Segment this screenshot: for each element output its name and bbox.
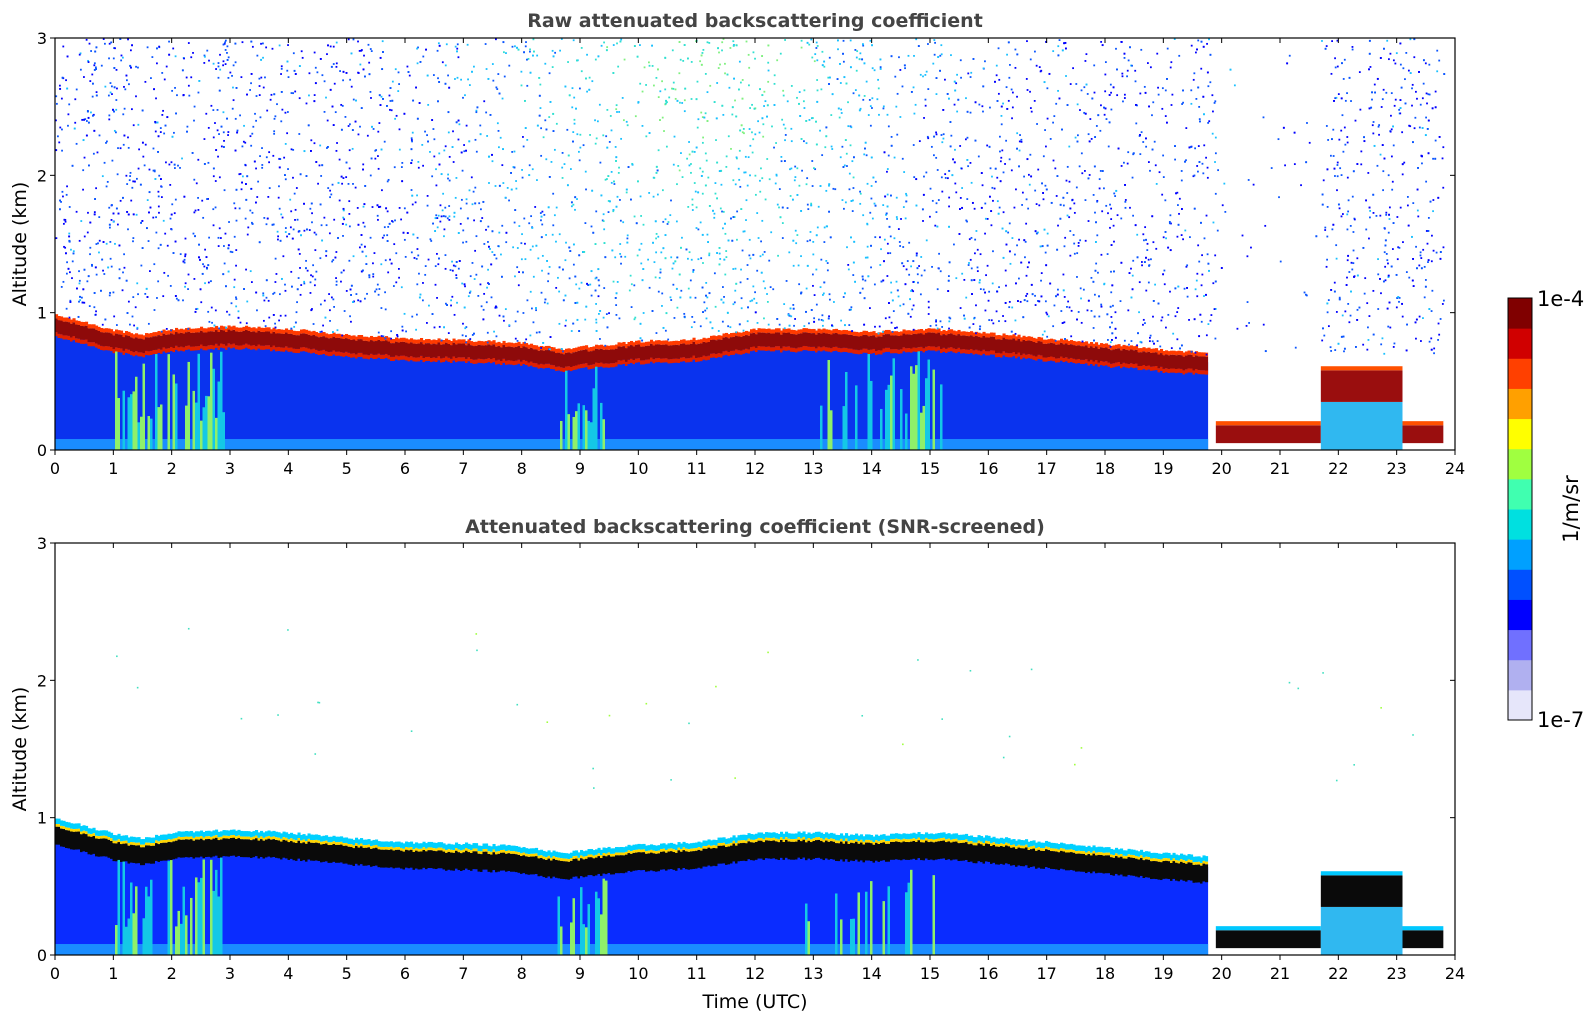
x-tick-label: 22 — [1328, 459, 1348, 478]
colorbar-swatch — [1508, 569, 1532, 600]
x-tick-label: 3 — [225, 459, 235, 478]
x-tick-label: 10 — [628, 459, 648, 478]
colorbar-unit-label: 1/m/sr — [1559, 475, 1583, 543]
x-tick-label: 2 — [167, 964, 177, 983]
x-tick-label: 12 — [745, 964, 765, 983]
bottom-x-ticks: 0 1 2 3 4 5 6 7 8 9 10 11 12 13 14 15 16 17 18 19 20 21 22 23 24 — [50, 543, 1465, 983]
x-tick-label: 18 — [1095, 964, 1115, 983]
colorbar-swatch — [1508, 358, 1532, 389]
colorbar-swatch — [1508, 328, 1532, 359]
y-tick-label: 2 — [37, 166, 47, 185]
x-tick-label: 19 — [1153, 459, 1173, 478]
x-tick-label: 1 — [108, 964, 118, 983]
colorbar-swatch — [1508, 689, 1532, 721]
x-tick-label: 8 — [517, 964, 527, 983]
x-tick-label: 17 — [1036, 459, 1056, 478]
colorbar-swatch — [1508, 478, 1532, 510]
x-tick-label: 20 — [1211, 459, 1231, 478]
x-tick-label: 5 — [342, 964, 352, 983]
colorbar-swatch — [1508, 448, 1532, 480]
colorbar-min-label: 1e-7 — [1537, 708, 1584, 732]
colorbar-ramp — [1508, 298, 1532, 721]
x-tick-label: 0 — [50, 459, 60, 478]
colorbar-swatch — [1508, 298, 1532, 329]
y-tick-label: 3 — [37, 29, 47, 48]
x-tick-label: 23 — [1386, 459, 1406, 478]
x-tick-label: 21 — [1270, 459, 1290, 478]
x-tick-label: 23 — [1386, 964, 1406, 983]
x-tick-label: 24 — [1445, 964, 1465, 983]
x-tick-label: 21 — [1270, 964, 1290, 983]
x-tick-label: 22 — [1328, 964, 1348, 983]
x-tick-label: 14 — [861, 964, 881, 983]
x-tick-label: 7 — [458, 964, 468, 983]
x-tick-label: 8 — [517, 459, 527, 478]
x-tick-label: 3 — [225, 964, 235, 983]
bottom-heatmap — [55, 627, 1444, 955]
x-tick-label: 0 — [50, 964, 60, 983]
x-tick-label: 4 — [283, 964, 293, 983]
colorbar-swatch — [1508, 599, 1532, 631]
colorbar: 1e-4 1e-7 1/m/sr — [1507, 287, 1584, 732]
bottom-y-axis-label: Altitude (km) — [9, 687, 31, 812]
colorbar-swatch — [1508, 539, 1532, 570]
y-tick-label: 1 — [37, 304, 47, 323]
x-axis-label: Time (UTC) — [701, 991, 807, 1013]
y-tick-label: 0 — [37, 946, 47, 965]
x-tick-label: 14 — [861, 459, 881, 478]
x-tick-label: 24 — [1445, 459, 1465, 478]
x-tick-label: 5 — [342, 459, 352, 478]
x-tick-label: 12 — [745, 459, 765, 478]
x-tick-label: 18 — [1095, 459, 1115, 478]
y-tick-label: 3 — [37, 534, 47, 553]
top-heatmap — [55, 38, 1446, 450]
colorbar-swatch — [1508, 629, 1532, 661]
x-tick-label: 15 — [920, 964, 940, 983]
x-tick-label: 4 — [283, 459, 293, 478]
colorbar-max-label: 1e-4 — [1537, 287, 1584, 311]
x-tick-label: 13 — [803, 459, 823, 478]
x-tick-label: 10 — [628, 964, 648, 983]
x-tick-label: 16 — [978, 964, 998, 983]
top-y-axis-label: Altitude (km) — [9, 182, 31, 307]
bottom-y-ticks: 0 1 2 3 — [37, 534, 1455, 965]
top-panel-title: Raw attenuated backscattering coefficien… — [527, 10, 983, 32]
colorbar-swatch — [1508, 509, 1532, 540]
x-tick-label: 17 — [1036, 964, 1056, 983]
y-tick-label: 0 — [37, 441, 47, 460]
x-tick-label: 1 — [108, 459, 118, 478]
colorbar-frame — [1507, 297, 1533, 721]
y-tick-label: 1 — [37, 809, 47, 828]
top-x-ticks: 0 1 2 3 4 5 6 7 8 9 10 11 12 13 14 15 16 17 18 19 20 21 22 23 24 — [50, 38, 1465, 478]
x-tick-label: 13 — [803, 964, 823, 983]
x-tick-label: 16 — [978, 459, 998, 478]
colorbar-swatch — [1508, 659, 1532, 691]
x-tick-label: 9 — [575, 459, 585, 478]
x-tick-label: 7 — [458, 459, 468, 478]
x-tick-label: 6 — [400, 459, 410, 478]
top-y-ticks: 0 1 2 3 — [37, 29, 1455, 460]
y-tick-label: 2 — [37, 671, 47, 690]
x-tick-label: 19 — [1153, 964, 1173, 983]
x-tick-label: 20 — [1211, 964, 1231, 983]
colorbar-swatch — [1508, 418, 1532, 450]
colorbar-swatch — [1508, 388, 1532, 420]
x-tick-label: 15 — [920, 459, 940, 478]
x-tick-label: 6 — [400, 964, 410, 983]
top-panel: Raw attenuated backscattering coefficien… — [9, 10, 1465, 478]
x-tick-label: 9 — [575, 964, 585, 983]
x-tick-label: 11 — [686, 964, 706, 983]
bottom-panel: Attenuated backscattering coefficient (S… — [9, 516, 1465, 1013]
bottom-panel-title: Attenuated backscattering coefficient (S… — [465, 516, 1045, 538]
x-tick-label: 2 — [167, 459, 177, 478]
x-tick-label: 11 — [686, 459, 706, 478]
